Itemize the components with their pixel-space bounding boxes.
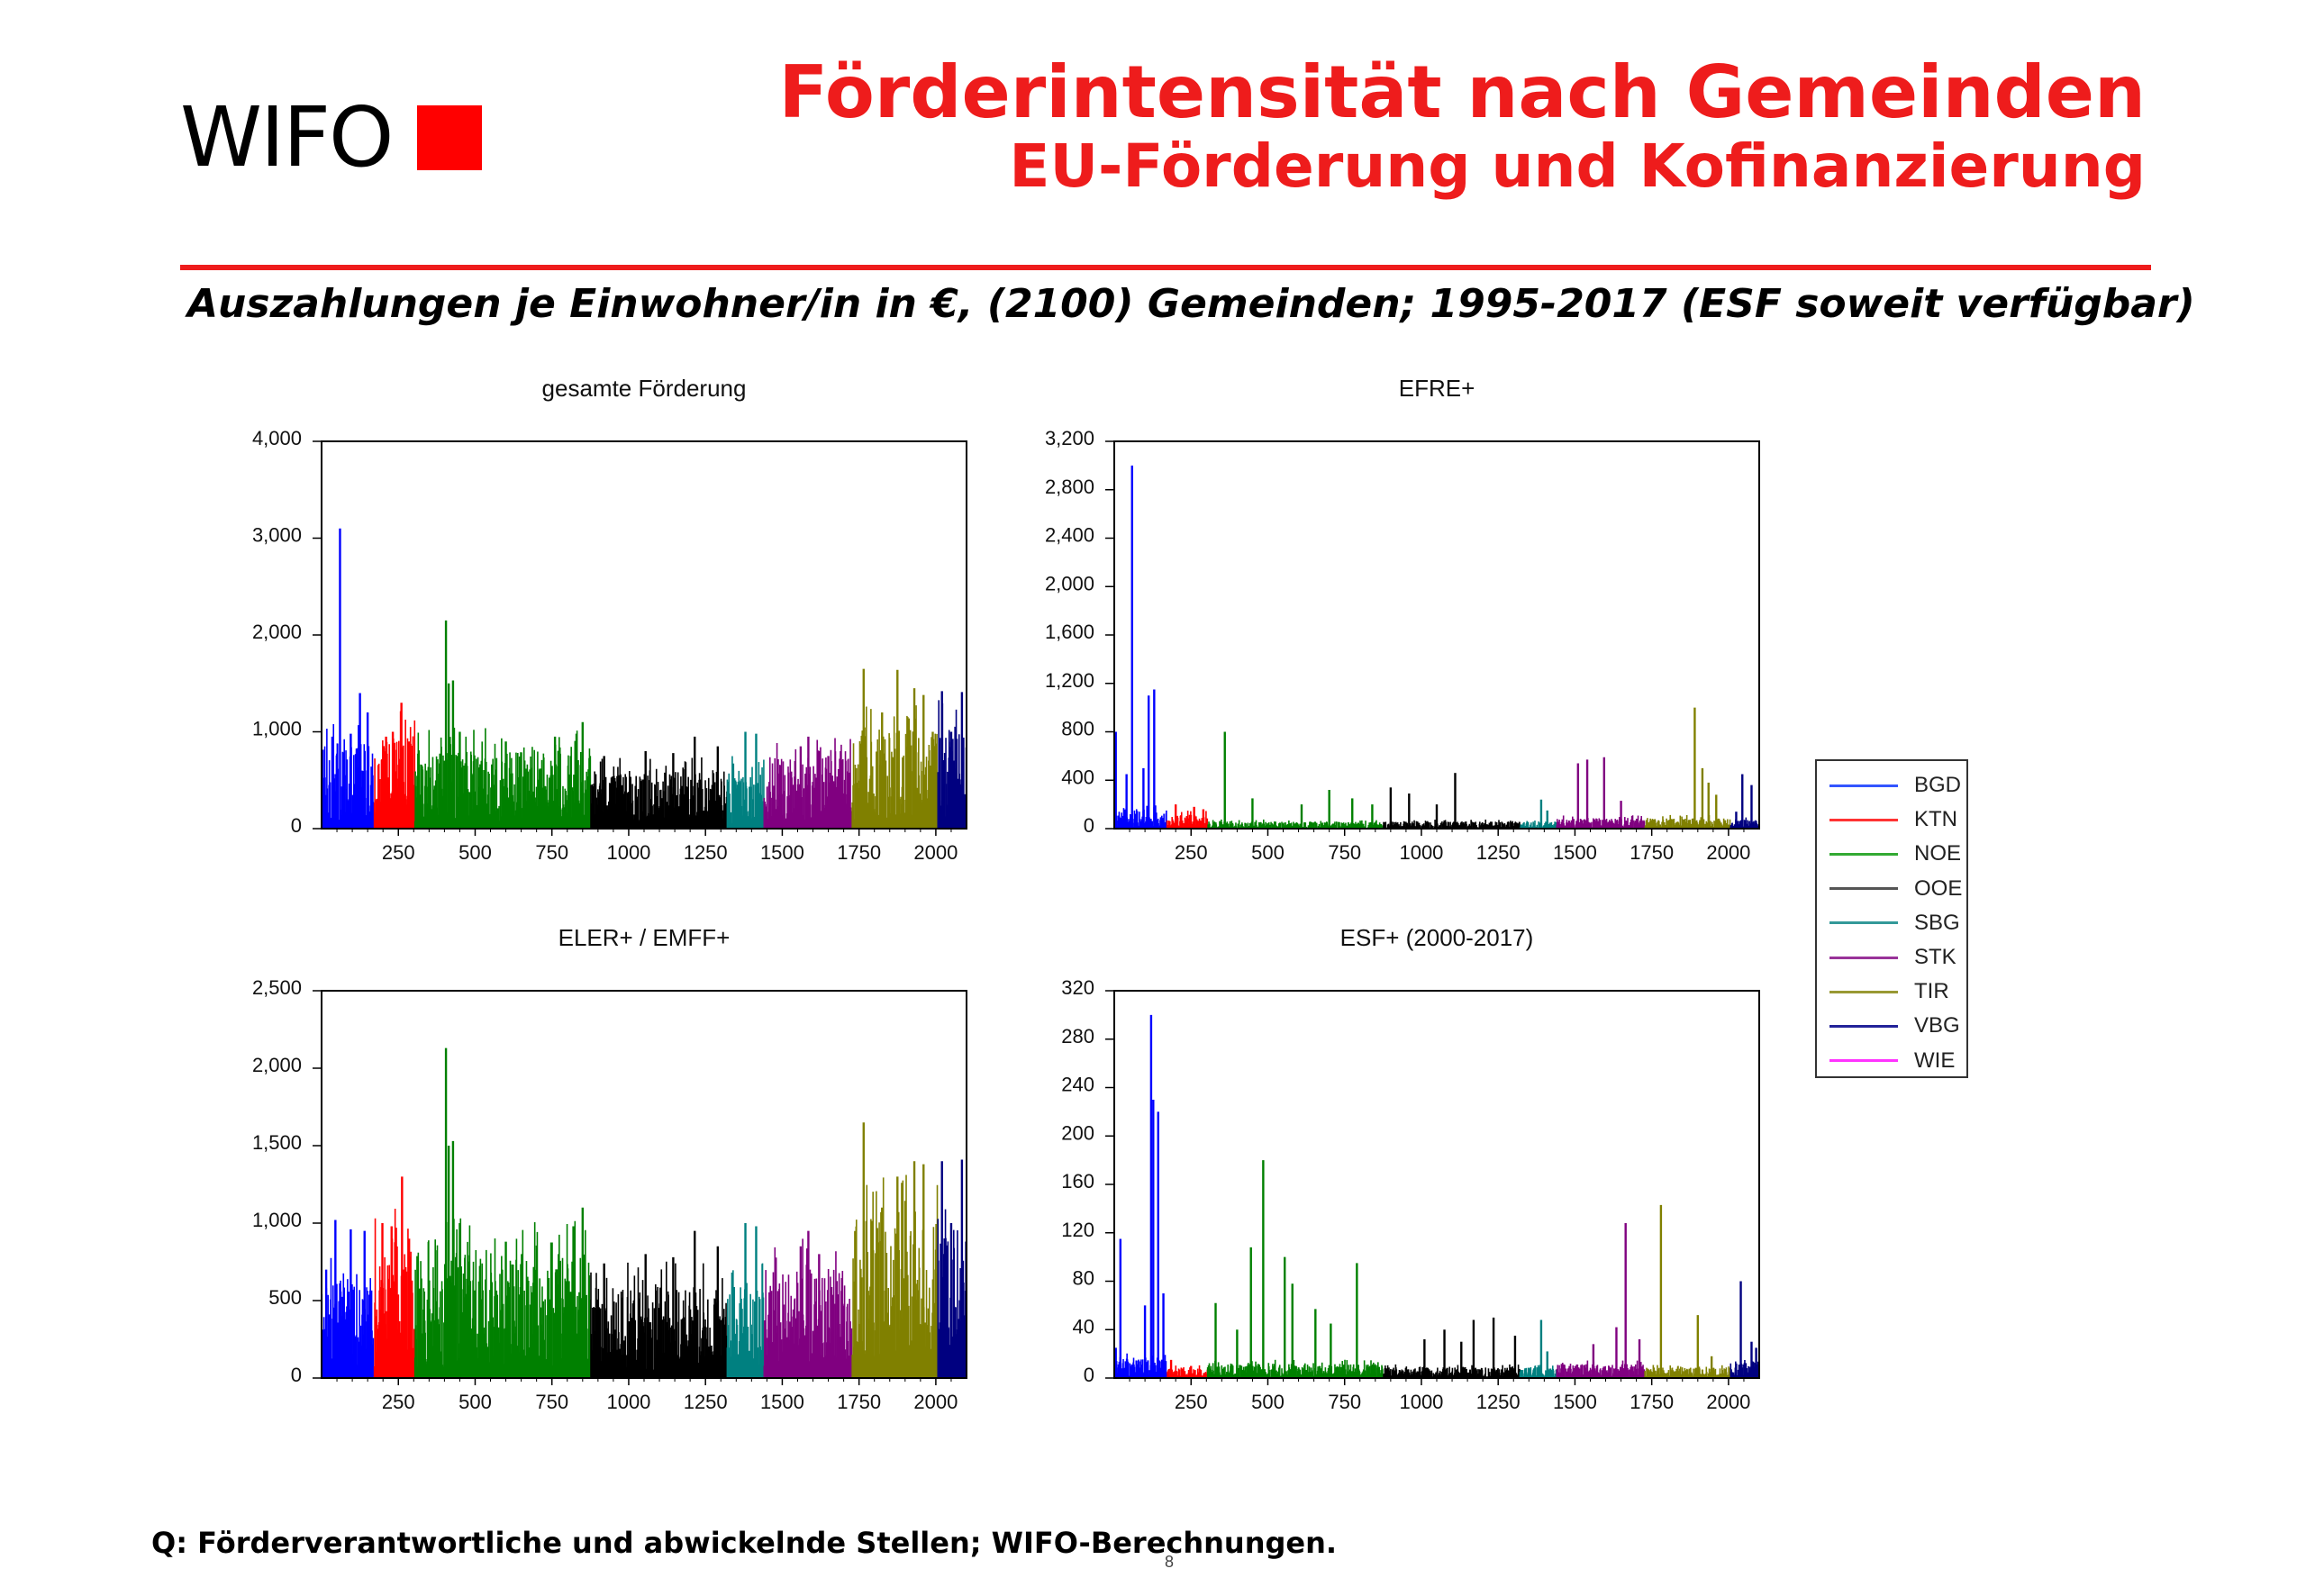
y-tick-label: 1,500 <box>252 1131 302 1154</box>
chart-4: ESF+ (2000-2017)040801201602002402803202… <box>1061 924 1760 1413</box>
y-tick-label: 2,000 <box>1045 572 1094 594</box>
x-tick-label: 500 <box>1251 841 1285 864</box>
y-tick-label: 2,000 <box>252 1054 302 1076</box>
chart-bars <box>321 1047 967 1378</box>
y-tick-label: 2,000 <box>252 621 302 643</box>
slide-header: Förderintensität nach Gemeinden EU-Förde… <box>778 52 2146 200</box>
chart-title: ESF+ (2000-2017) <box>1340 924 1534 951</box>
y-tick-label: 0 <box>291 1364 302 1386</box>
y-tick-label: 1,200 <box>1045 669 1094 692</box>
slide-title: Förderintensität nach Gemeinden <box>778 50 2146 134</box>
x-tick-label: 250 <box>382 1391 415 1413</box>
x-tick-label: 1500 <box>760 841 804 864</box>
x-tick-label: 1500 <box>760 1391 804 1413</box>
plot-frame <box>1113 440 1760 830</box>
x-tick-label: 1750 <box>1630 841 1674 864</box>
y-tick-label: 2,400 <box>1045 524 1094 547</box>
x-tick-label: 1750 <box>837 1391 881 1413</box>
chart-title: EFRE+ <box>1399 375 1475 402</box>
y-tick-label: 3,000 <box>252 524 302 547</box>
x-tick-label: 250 <box>382 841 415 864</box>
y-tick-label: 400 <box>1061 766 1094 788</box>
chart-subheading: Auszahlungen je Einwohner/in in €, (2100… <box>187 281 2195 327</box>
x-tick-label: 1750 <box>837 841 881 864</box>
x-tick-label: 2000 <box>913 841 958 864</box>
y-tick-label: 1,000 <box>252 718 302 740</box>
logo-red-square <box>417 105 483 170</box>
chart-bars <box>1113 465 1760 829</box>
x-tick-label: 1000 <box>606 1391 650 1413</box>
x-tick-label: 2000 <box>1706 841 1750 864</box>
chart-2: EFRE+ 0 400 800 1,200 1,600 2,000 2,400 2,800 3,2… <box>1045 375 1760 864</box>
x-tick-label: 250 <box>1175 841 1208 864</box>
x-tick-label: 1250 <box>1476 841 1521 864</box>
x-tick-label: 750 <box>535 1391 568 1413</box>
x-tick-label: 1250 <box>684 841 728 864</box>
x-tick-label: 1250 <box>684 1391 728 1413</box>
y-tick-label: 1,000 <box>252 1209 302 1231</box>
y-tick-label: 4,000 <box>252 427 302 449</box>
chart-title: ELER+ / EMFF+ <box>558 924 731 951</box>
y-tick-label: 0 <box>1084 814 1094 837</box>
x-tick-label: 750 <box>535 841 568 864</box>
x-tick-label: 750 <box>1328 841 1361 864</box>
slide-subtitle: EU-Förderung und Kofinanzierung <box>1009 131 2146 201</box>
chart-title: gesamte Förderung <box>542 375 747 402</box>
chart-bars <box>321 528 967 829</box>
y-tick-label: 3,200 <box>1045 427 1094 449</box>
x-tick-label: 2000 <box>913 1391 958 1413</box>
chart-1: gesamte Förderung 0 1,000 2,000 3,000 4,000 25… <box>252 375 967 864</box>
x-tick-label: 500 <box>458 1391 492 1413</box>
chart-bars <box>1113 1014 1760 1378</box>
y-tick-label: 2,500 <box>252 976 302 999</box>
x-tick-label: 1500 <box>1553 841 1597 864</box>
y-tick-label: 500 <box>268 1286 302 1309</box>
logo-text: WIFO <box>180 89 394 186</box>
header-divider <box>180 265 2151 270</box>
chart-3: ELER+ / EMFF+ 0 500 1,000 1,500 2,000 2,500 250… <box>252 924 967 1413</box>
y-tick-label: 2,800 <box>1045 476 1094 498</box>
x-tick-label: 500 <box>458 841 492 864</box>
y-tick-label: 1,600 <box>1045 621 1094 643</box>
x-tick-label: 1000 <box>1399 841 1443 864</box>
x-tick-label: 1000 <box>606 841 650 864</box>
y-tick-label: 0 <box>291 814 302 837</box>
y-tick-label: 800 <box>1061 718 1094 740</box>
wifo-logo: WIFO <box>180 89 483 186</box>
